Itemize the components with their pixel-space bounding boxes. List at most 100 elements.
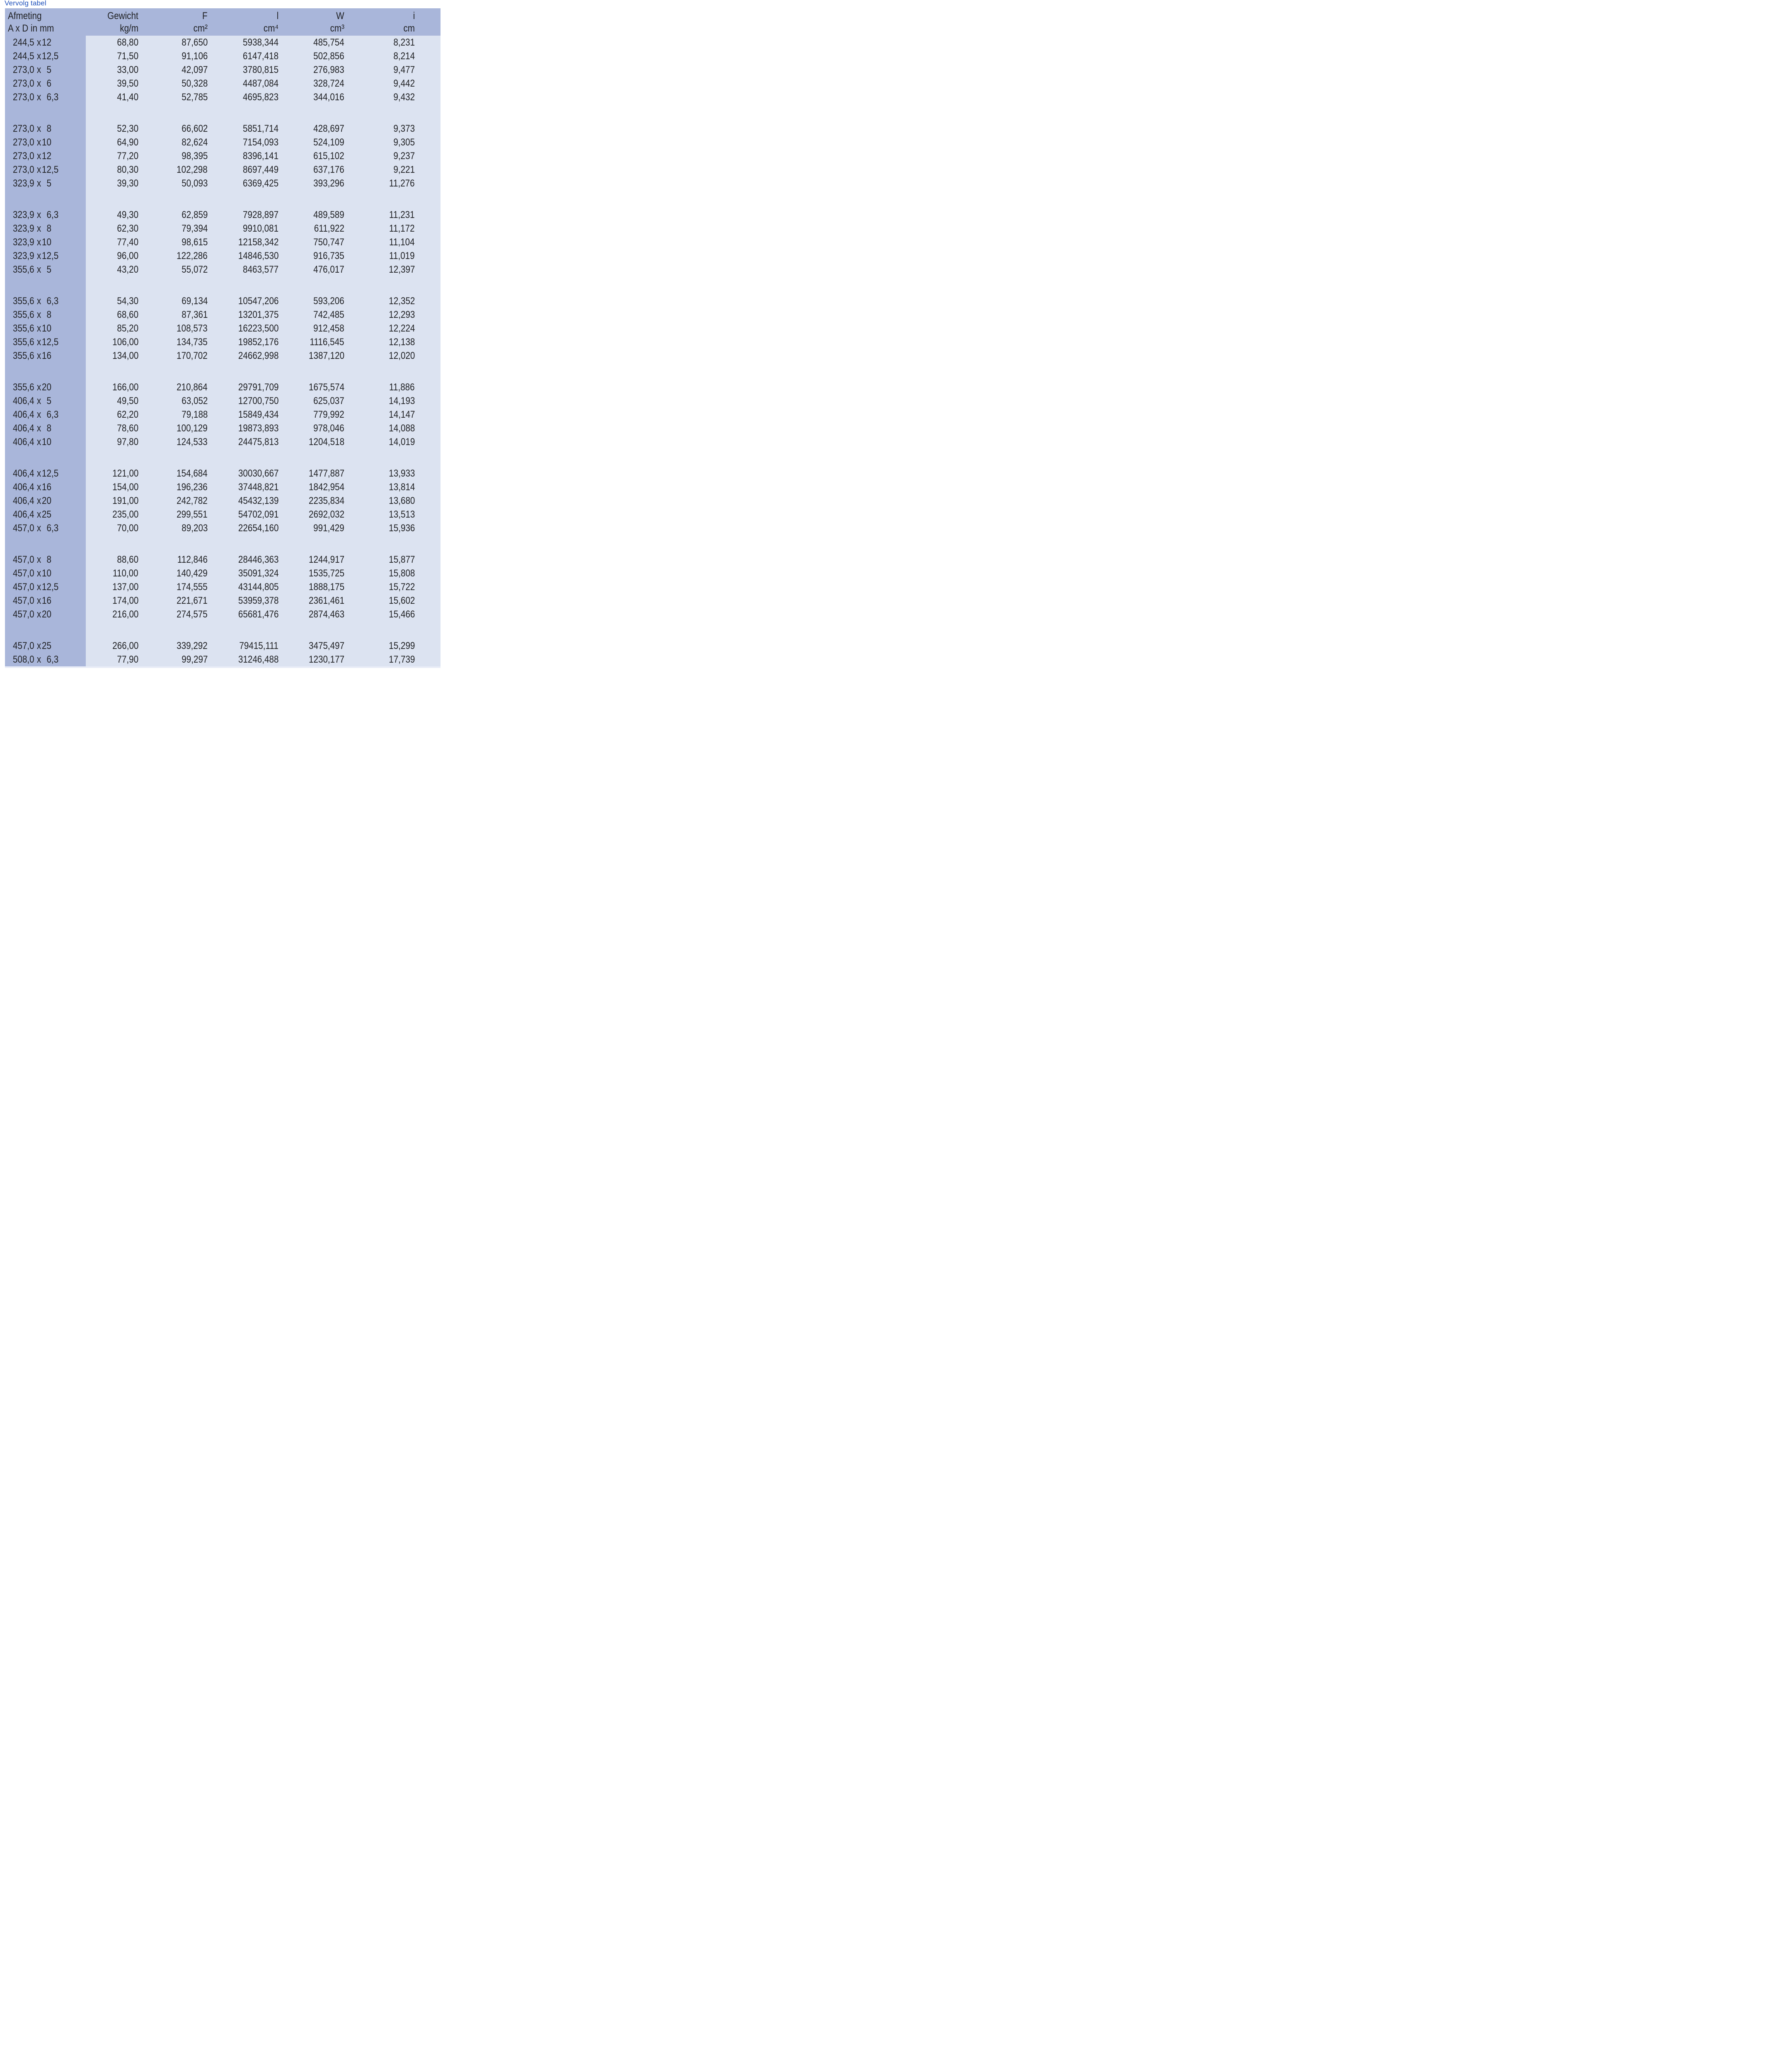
cell-spacer [415,322,441,335]
cell-l: 3780,815 [208,63,278,77]
cell-gewicht: 68,80 [86,36,138,49]
cell-f: 299,551 [138,508,208,521]
value-l: 14846,530 [238,250,278,261]
value-l: 8396,141 [242,150,278,162]
value-gewicht: 33,00 [117,64,138,75]
value-i: 11,019 [389,250,415,261]
cell-spacer [415,608,441,621]
size-d-int: 16 [42,482,51,493]
table-row: 406,4 x 10 97,80 124,533 24475,813 1204,518 14,… [5,435,441,449]
value-i: 9,237 [393,150,415,162]
size-separator: x [36,250,41,261]
value-w: 916,735 [313,250,344,261]
cell-i: 12,293 [344,308,415,322]
value-w: 912,458 [313,323,344,334]
cell-afmeting: 406,4 x 10 [5,435,86,449]
value-i: 11,276 [389,178,415,189]
table-row: 273,0 x 12,5 80,30 102,298 8697,449 637,176 9,2… [5,163,441,177]
value-l: 65681,476 [238,609,278,620]
cell-i: 9,305 [344,136,415,149]
cell-spacer [415,294,441,308]
size-d-dec: ,5 [51,51,59,62]
value-i: 15,299 [388,640,415,651]
value-i: 9,305 [393,137,415,148]
size-separator: x [36,92,41,103]
value-f: 62,859 [181,209,208,220]
value-gewicht: 68,60 [117,309,138,320]
cell-spacer [415,90,441,104]
cell-i: 11,104 [344,235,415,249]
value-i: 11,104 [389,237,415,248]
value-w: 1116,545 [310,336,344,348]
size-d-int: 12 [42,51,51,62]
value-w: 1477,887 [308,468,344,479]
header-i-label: i [413,10,415,22]
table-row: 457,0 x 16 174,00 221,671 53959,378 2361,461 15… [5,594,441,608]
cell-w: 742,485 [278,308,344,322]
cell-spacer [415,421,441,435]
value-gewicht: 106,00 [112,336,138,348]
cell-f: 89,203 [138,521,208,535]
cell-w: 1116,545 [278,335,344,349]
cell-spacer [415,263,441,276]
value-l: 22654,160 [238,523,278,534]
header-w-label: W [336,10,344,22]
cell-i: 11,231 [344,208,415,222]
value-f: 50,093 [181,178,208,189]
value-i: 11,172 [389,223,415,234]
cell-f: 124,533 [138,435,208,449]
value-f: 122,286 [177,250,208,261]
value-w: 1387,120 [308,350,344,361]
cell-l: 24475,813 [208,435,278,449]
cell-l: 12158,342 [208,235,278,249]
cell-i: 14,147 [344,408,415,421]
value-f: 55,072 [181,264,208,275]
table-row: 457,0 x 6,3 70,00 89,203 22654,160 991,429 15,9… [5,521,441,535]
cell-afmeting: 355,6 x 20 [5,380,86,394]
header-i-unit: cm [403,23,415,34]
cell-f: 62,859 [138,208,208,222]
size-separator: x [36,468,41,479]
size-separator: x [36,382,41,393]
value-l: 35091,324 [238,568,278,579]
value-gewicht: 96,00 [117,250,138,261]
value-gewicht: 71,50 [117,51,138,62]
table-rows: 244,5 x 12 68,80 87,650 5938,344 485,754 8,231 2… [5,36,441,666]
value-i: 15,466 [388,609,415,620]
table-row: 406,4 x 16 154,00 196,236 37448,821 1842,954 13… [5,480,441,494]
value-l: 13201,375 [238,309,278,320]
cell-i: 13,513 [344,508,415,521]
value-gewicht: 41,40 [117,92,138,103]
cell-l: 19873,893 [208,421,278,435]
value-l: 10547,206 [238,295,278,307]
value-gewicht: 154,00 [112,482,138,493]
value-l: 24475,813 [238,436,278,448]
size-d-dec: ,3 [51,409,59,420]
value-l: 45432,139 [238,495,278,506]
value-f: 79,394 [181,223,208,234]
value-f: 63,052 [181,395,208,407]
group-gap-row [5,535,441,553]
cell-i: 9,373 [344,122,415,136]
header-l-label: l [276,10,278,22]
cell-i: 14,193 [344,394,415,408]
value-f: 42,097 [181,64,208,75]
value-w: 593,206 [313,295,344,307]
size-d-int: 5 [46,264,51,275]
size-a-value: 457,0 [13,609,34,620]
cell-afmeting: 273,0 x 6,3 [5,90,86,104]
cell-l: 22654,160 [208,521,278,535]
value-w: 428,697 [313,123,344,134]
cell-i: 13,933 [344,467,415,480]
value-i: 12,020 [388,350,415,361]
cell-afmeting: 406,4 x 16 [5,480,86,494]
cell-w: 625,037 [278,394,344,408]
cell-w: 524,109 [278,136,344,149]
cell-w: 1477,887 [278,467,344,480]
cell-spacer [415,163,441,177]
value-w: 991,429 [313,523,344,534]
table-header: Afmeting A x D in mm Gewicht kg/m F cm² … [5,8,441,36]
cell-spacer [415,553,441,566]
value-f: 112,846 [177,554,208,565]
size-a-value: 406,4 [13,395,34,407]
